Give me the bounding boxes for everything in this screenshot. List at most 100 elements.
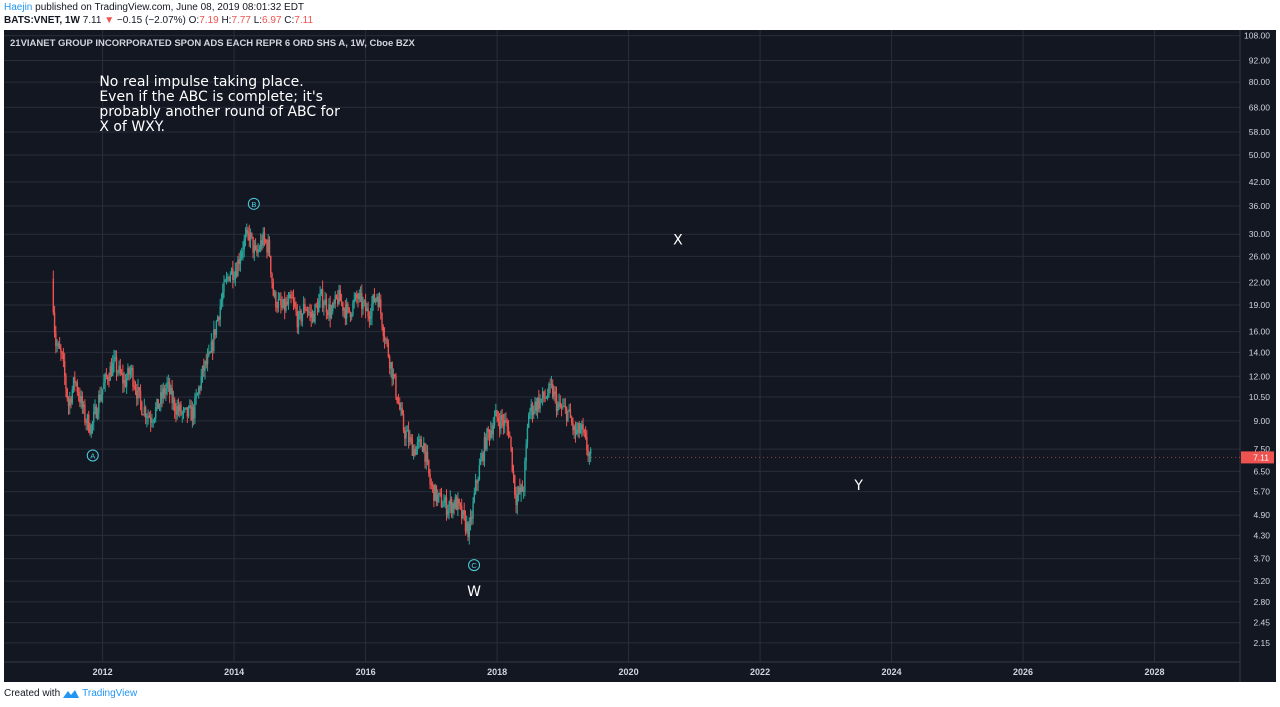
candle-body: [84, 404, 86, 423]
y-tick-label: 4.30: [1253, 530, 1270, 540]
published-text: published on TradingView.com, June 08, 2…: [35, 2, 305, 13]
candle-body: [244, 234, 247, 240]
high-label: H:: [221, 15, 232, 26]
candle-body: [536, 398, 539, 411]
candle-body: [112, 363, 114, 376]
candle-body: [247, 229, 249, 233]
candle-body: [433, 484, 435, 501]
candle-body: [337, 297, 339, 304]
candle-body: [57, 343, 60, 346]
x-tick-label: 2024: [882, 667, 902, 677]
candle-body: [72, 377, 75, 390]
candle-body: [378, 299, 381, 308]
candle-body: [182, 409, 185, 413]
candle-body: [458, 498, 460, 504]
candle-body: [252, 236, 254, 253]
candle-body: [155, 407, 157, 419]
x-tick-label: 2012: [93, 667, 113, 677]
candle-body: [338, 289, 340, 304]
candle-body: [457, 498, 459, 510]
candle-body: [487, 428, 489, 432]
candle-body: [53, 312, 56, 333]
candle-body: [62, 354, 65, 362]
candle-body: [371, 303, 373, 317]
y-tick-label: 2.15: [1253, 638, 1270, 648]
candle-body: [138, 387, 140, 391]
candle-body: [142, 414, 144, 416]
candle-body: [541, 391, 544, 399]
candle-body: [533, 410, 535, 415]
candle-body: [308, 311, 310, 313]
candle-body: [134, 387, 137, 391]
candle-body: [208, 352, 210, 356]
high-value: 7.77: [231, 15, 251, 26]
candle-body: [141, 401, 143, 415]
candle-body: [181, 412, 183, 415]
publish-info: Haejin published on TradingView.com, Jun…: [4, 2, 304, 13]
candle-body: [515, 495, 517, 506]
annotation-line: Even if the ABC is complete; it's: [99, 89, 323, 105]
y-tick-label: 58.00: [1249, 127, 1271, 137]
candle-body: [167, 382, 170, 384]
y-tick-label: 3.70: [1253, 554, 1270, 564]
candle-body: [52, 278, 55, 313]
candle-body: [469, 516, 472, 524]
candle-body: [105, 374, 108, 377]
candle-body: [120, 372, 123, 374]
candle-body: [290, 294, 292, 298]
candle-body: [558, 402, 560, 405]
candle-body: [316, 305, 319, 313]
candle-body: [170, 387, 172, 395]
candle-body: [184, 408, 186, 410]
candle-body: [136, 390, 138, 399]
tradingview-link[interactable]: TradingView: [82, 688, 138, 699]
candle-body: [310, 312, 312, 318]
wave-label-circle: [247, 197, 260, 210]
y-tick-label: 14.00: [1249, 347, 1271, 357]
candle-body: [359, 293, 362, 294]
chart-title: 21VIANET GROUP INCORPORATED SPON ADS EAC…: [10, 38, 416, 49]
price-chart[interactable]: 108.00 92.00 80.00 68.00 58.00 50.00 42.00 36.0…: [4, 30, 1276, 682]
candle-body: [460, 505, 463, 519]
candle-body: [172, 399, 175, 404]
candle-body: [266, 242, 268, 253]
candle-body: [63, 361, 66, 377]
candle-body: [559, 402, 562, 407]
candle-body: [388, 356, 391, 369]
candle-body: [363, 300, 366, 302]
candle-body: [233, 278, 235, 281]
y-tick-label: 30.00: [1249, 229, 1271, 239]
y-tick-label: 5.70: [1253, 487, 1270, 497]
candle-body: [552, 383, 554, 398]
candle-body: [511, 447, 513, 472]
candle-body: [173, 399, 176, 412]
candle-body: [149, 417, 152, 423]
annotation-line: X of WXY.: [99, 119, 165, 135]
candle-body: [406, 430, 409, 432]
candle-body: [345, 304, 348, 319]
author-link[interactable]: Haejin: [4, 2, 33, 13]
candle-body: [228, 276, 230, 281]
candle-body: [367, 308, 369, 317]
y-tick-label: 2.45: [1253, 618, 1270, 628]
candle-body: [582, 424, 584, 431]
candle-body: [108, 379, 110, 381]
candle-body: [117, 372, 119, 373]
candle-body: [352, 302, 354, 315]
candle-body: [429, 473, 431, 485]
candle-body: [81, 396, 84, 408]
candle-body: [125, 378, 128, 387]
candle-body: [302, 303, 305, 314]
candle-body: [158, 404, 161, 409]
y-tick-label: 68.00: [1249, 102, 1271, 112]
candle-body: [239, 257, 242, 264]
y-tick-label: 26.00: [1249, 251, 1271, 261]
tradingview-logo-icon: [63, 689, 80, 698]
candle-body: [103, 382, 105, 389]
candle-body: [492, 425, 494, 435]
annotation-line: No real impulse taking place.: [99, 74, 303, 90]
candle-body: [180, 404, 182, 415]
candle-body: [373, 294, 376, 303]
candle-body: [100, 394, 103, 401]
wave-label-x: X: [673, 232, 683, 248]
